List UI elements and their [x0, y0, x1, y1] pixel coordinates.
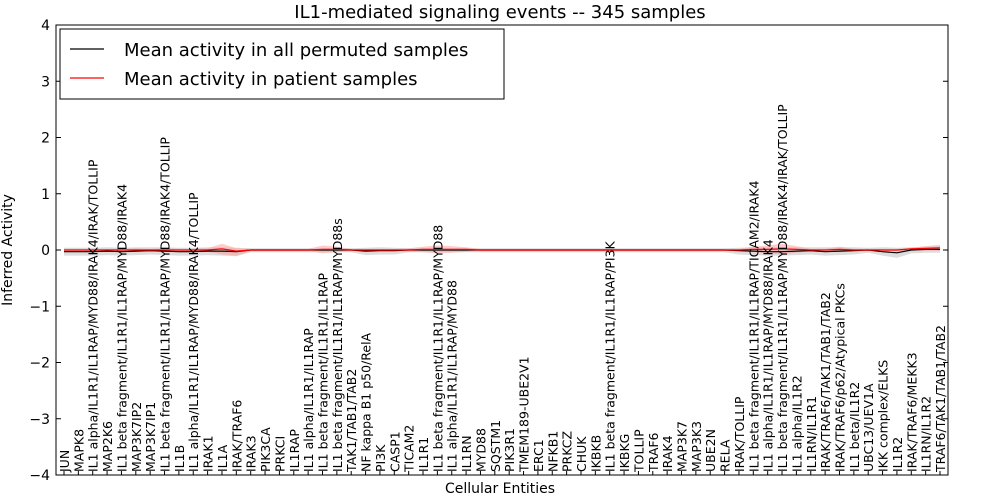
- category-label: PI3K: [373, 444, 388, 472]
- category-label: IKK complex/ELKS: [876, 360, 891, 472]
- category-label: IL1 beta fragment/IL1R1/IL1RAP/MYD88: [430, 225, 445, 472]
- category-label: IL1 beta fragment/IL1R1/IL1RAP: [316, 272, 331, 472]
- category-label: TRAF6/TAK1/TAB1/TAB2: [933, 325, 948, 473]
- y-tick-label: −4: [29, 468, 50, 484]
- category-label: MAPK8: [71, 429, 86, 472]
- category-label: IL1R1: [416, 437, 431, 472]
- category-label: IL1 alpha/IL1R2: [789, 375, 804, 472]
- category-label: IL1 alpha/IL1R1/IL1RAP/MYD88/IRAK4/IRAK/…: [86, 159, 101, 472]
- category-label: CHUK: [574, 436, 589, 472]
- category-label: IRAK/TRAF6/MEKK3: [904, 352, 919, 472]
- category-label: IRAK/TOLLIP: [732, 396, 747, 472]
- legend: Mean activity in all permuted samples Me…: [59, 28, 505, 100]
- category-label: IL1 beta fragment/IL1R1/IL1RAP/MYD88/IRA…: [114, 184, 129, 472]
- category-label: IL1 beta fragment/IL1R1/IL1RAP/MYD88s: [330, 218, 345, 472]
- category-label: IL1 alpha/IL1R1/IL1RAP/MYD88: [445, 280, 460, 472]
- category-label: TAK1/TAB1/TAB2: [344, 369, 359, 473]
- plot-frame: [55, 24, 949, 476]
- category-label: PIK3R1: [502, 428, 517, 472]
- category-label: IL1RN: [459, 435, 474, 472]
- category-label: IL1 beta fragment/IL1R1/IL1RAP/PI3K: [603, 241, 618, 472]
- chart-title: IL1-mediated signaling events -- 345 sam…: [294, 2, 705, 23]
- y-tick-label: −1: [29, 299, 50, 315]
- category-label: ERC1: [531, 439, 546, 472]
- category-label: MAP3K7: [675, 421, 690, 472]
- category-label: IL1B: [172, 445, 187, 472]
- category-label: PRKCZ: [560, 431, 575, 472]
- category-label: UBC13/UEV1A: [861, 383, 876, 472]
- category-label: IL1A: [215, 444, 230, 472]
- category-label: IRAK4: [660, 435, 675, 472]
- series-line-1: [64, 247, 941, 252]
- legend-box: [59, 28, 505, 100]
- y-tick-label: −2: [29, 356, 50, 372]
- category-label: MAP3K3: [689, 421, 704, 472]
- category-label: UBE2N: [703, 429, 718, 472]
- category-label: IL1 alpha/IL1R1/IL1RAP/MYD88/IRAK4: [761, 239, 776, 472]
- y-tick-label: −3: [29, 412, 50, 428]
- legend-label-permuted: Mean activity in all permuted samples: [124, 40, 468, 61]
- category-label: NF kappa B1 p50/RelA: [359, 332, 374, 472]
- x-axis-label: Cellular Entities: [445, 481, 555, 497]
- category-label: PIK3CA: [258, 427, 273, 472]
- y-tick-label: 3: [41, 74, 50, 90]
- category-label: IL1R2: [890, 437, 905, 472]
- category-label: TRAF6: [646, 432, 661, 473]
- category-label: IL1 beta fragment/IL1R1/IL1RAP/TICAM2/IR…: [746, 181, 761, 472]
- y-tick-label: 0: [41, 243, 50, 259]
- category-label: IRAK/TRAF6: [229, 400, 244, 472]
- category-label: TMEM189-UBE2V1: [517, 356, 532, 473]
- category-label: MYD88: [474, 428, 489, 472]
- y-axis-label: Inferred Activity: [0, 194, 16, 306]
- category-label: IKBKG: [617, 434, 632, 472]
- category-label: IRAK1: [201, 435, 216, 472]
- category-label: NFKB1: [545, 431, 560, 472]
- category-label: PRKCI: [272, 436, 287, 472]
- category-label: TICAM2: [402, 425, 417, 473]
- category-label: MAP3K7IP1: [143, 402, 158, 472]
- category-labels: JUN MAPK8 IL1 alpha/IL1R1/IL1RAP/MYD88/IRA…: [57, 104, 948, 475]
- category-label: IRAK3: [244, 435, 259, 472]
- category-label: IL1 beta fragment/IL1R1/IL1RAP/MYD88/IRA…: [158, 137, 173, 472]
- category-label: JUN: [57, 450, 72, 473]
- category-label: IL1RN/IL1R2: [919, 396, 934, 472]
- y-axis: −4 −3 −2 −1 0 1 2 3 4: [29, 18, 948, 484]
- category-label: IKBKB: [588, 435, 603, 472]
- y-tick-label: 2: [41, 131, 50, 147]
- legend-label-patient: Mean activity in patient samples: [124, 69, 418, 90]
- category-label: MAP2K6: [100, 421, 115, 472]
- category-label: IL1 beta/IL1R2: [847, 382, 862, 472]
- category-label: IL1RN/IL1R1: [804, 396, 819, 472]
- category-label: IRAK/TRAF6/p62/Atypical PKCs: [833, 283, 848, 472]
- category-label: IL1RAP: [287, 429, 302, 472]
- category-label: IL1 alpha/IL1R1/IL1RAP/MYD88/IRAK4/TOLLI…: [186, 192, 201, 472]
- category-label: IRAK/TRAF6/TAK1/TAB1/TAB2: [818, 292, 833, 472]
- category-label: IL1 beta fragment/IL1R1/IL1RAP/MYD88/IRA…: [775, 104, 790, 472]
- lines-layer: [64, 247, 941, 254]
- category-label: SQSTM1: [488, 420, 503, 472]
- category-label: CASP1: [387, 431, 402, 472]
- category-label: IL1 alpha/IL1R1/IL1RAP: [301, 328, 316, 472]
- category-label: TOLLIP: [631, 429, 646, 473]
- category-label: RELA: [718, 439, 733, 472]
- category-label: MAP3K7IP2: [129, 402, 144, 472]
- y-tick-label: 1: [41, 187, 50, 203]
- y-tick-label: 4: [41, 18, 50, 34]
